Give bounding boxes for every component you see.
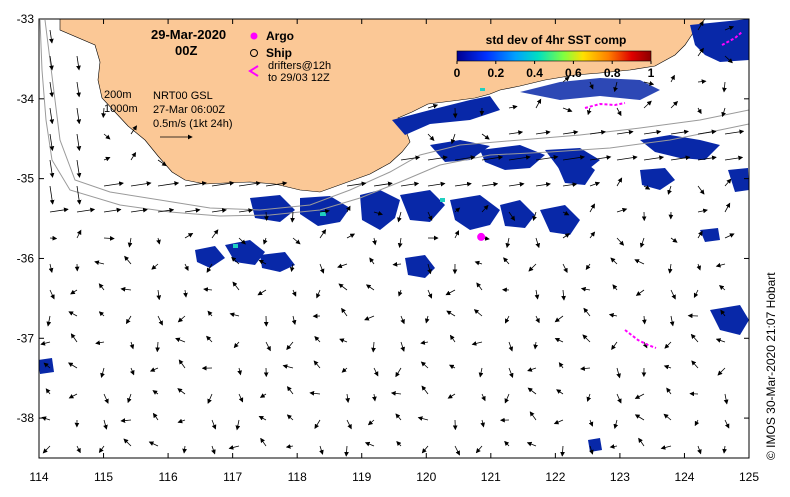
imos-credit: © IMOS 30-Mar-2020 21:07 Hobart xyxy=(764,272,778,460)
x-tick-label: 119 xyxy=(352,470,371,484)
colorbar-tick-label: 1 xyxy=(648,66,655,80)
argo-float-marker xyxy=(478,233,485,240)
x-tick-label: 121 xyxy=(481,470,501,484)
legend-drifters-2: to 29/03 12Z xyxy=(268,72,330,84)
legend-drifters-1: drifters@12h xyxy=(268,60,331,72)
colorbar xyxy=(457,51,651,61)
colorbar-tick-label: 0.6 xyxy=(565,66,582,80)
x-tick-label: 124 xyxy=(674,470,694,484)
x-tick-label: 116 xyxy=(159,470,178,484)
current-model-time: 27-Mar 06:00Z xyxy=(153,104,225,116)
colorbar-tick-label: 0.2 xyxy=(487,66,504,80)
map-time: 00Z xyxy=(175,43,197,58)
x-tick-label: 120 xyxy=(416,470,436,484)
map-date: 29-Mar-2020 xyxy=(151,27,226,42)
contour-1000m-label: 1000m xyxy=(104,103,138,115)
y-tick-label: -35 xyxy=(17,172,35,186)
current-vector xyxy=(50,238,56,239)
colorbar-tick-label: 0 xyxy=(454,66,461,80)
y-tick-label: -38 xyxy=(17,411,35,425)
contour-200m-label: 200m xyxy=(104,89,132,101)
current-model-name: NRT00 GSL xyxy=(153,90,213,102)
y-tick-label: -34 xyxy=(17,92,35,106)
x-tick-label: 117 xyxy=(223,470,242,484)
y-tick-label: -33 xyxy=(17,12,35,26)
x-tick-label: 123 xyxy=(610,470,630,484)
colorbar-tick-label: 0.8 xyxy=(604,66,621,80)
argo-legend-icon xyxy=(251,33,258,40)
y-tick-label: -36 xyxy=(17,251,35,265)
y-tick-label: -37 xyxy=(17,331,35,345)
x-tick-label: 125 xyxy=(739,470,759,484)
legend-ship: Ship xyxy=(266,46,292,60)
colorbar-tick-label: 0.4 xyxy=(526,66,543,80)
x-tick-label: 114 xyxy=(29,470,48,484)
colorbar-title: std dev of 4hr SST comp xyxy=(486,33,627,47)
x-tick-label: 118 xyxy=(288,470,307,484)
current-scale-label: 0.5m/s (1kt 24h) xyxy=(153,118,232,130)
legend-argo: Argo xyxy=(266,29,294,43)
x-tick-label: 115 xyxy=(94,470,113,484)
x-tick-label: 122 xyxy=(545,470,565,484)
